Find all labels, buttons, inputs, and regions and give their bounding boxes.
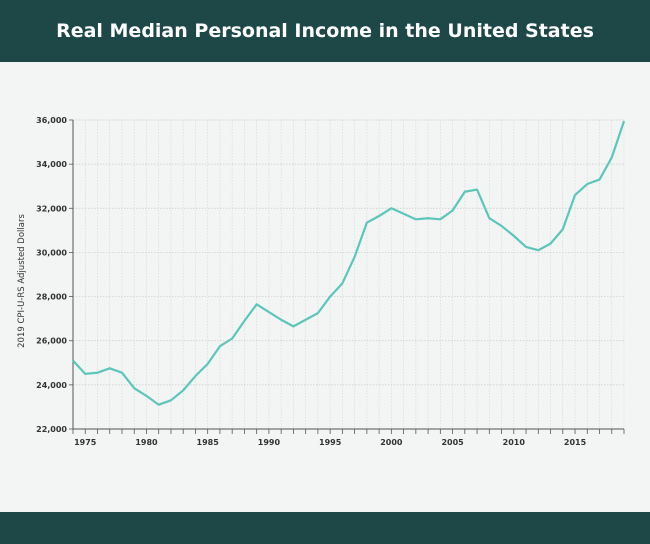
income-line	[72, 120, 626, 406]
footer-banner	[0, 512, 650, 544]
y-tick-label: 34,000	[36, 160, 67, 169]
x-tick-label: 2010	[503, 438, 526, 447]
line-chart: 22,000 24,000 26,000 28,000 30,000 32,000 34,0…	[17, 116, 626, 447]
chart-title: Real Median Personal Income in the Unite…	[56, 20, 594, 42]
axes: 22,000 24,000 26,000 28,000 30,000 32,000 34,0…	[36, 116, 625, 447]
grid	[72, 119, 625, 430]
title-banner: Real Median Personal Income in the Unite…	[0, 0, 650, 62]
y-tick-label: 28,000	[36, 293, 67, 302]
y-tick-label: 32,000	[36, 204, 67, 213]
y-tick-label: 30,000	[36, 248, 67, 257]
y-tick-label: 24,000	[36, 381, 67, 390]
x-tick-label: 1975	[74, 438, 97, 447]
x-tick-label: 1985	[197, 438, 220, 447]
y-tick-label: 36,000	[36, 116, 67, 125]
x-tick-label: 2000	[380, 438, 403, 447]
y-axis-label: 2019 CPI-U-RS Adjusted Dollars	[17, 214, 27, 348]
x-tick-label: 1990	[258, 438, 281, 447]
y-tick-label: 26,000	[36, 337, 67, 346]
series	[72, 120, 626, 406]
x-tick-label: 2015	[564, 438, 587, 447]
x-tick-label: 1980	[135, 438, 158, 447]
x-tick-label: 1995	[319, 438, 342, 447]
y-tick-label: 22,000	[36, 425, 67, 434]
x-tick-label: 2005	[441, 438, 464, 447]
